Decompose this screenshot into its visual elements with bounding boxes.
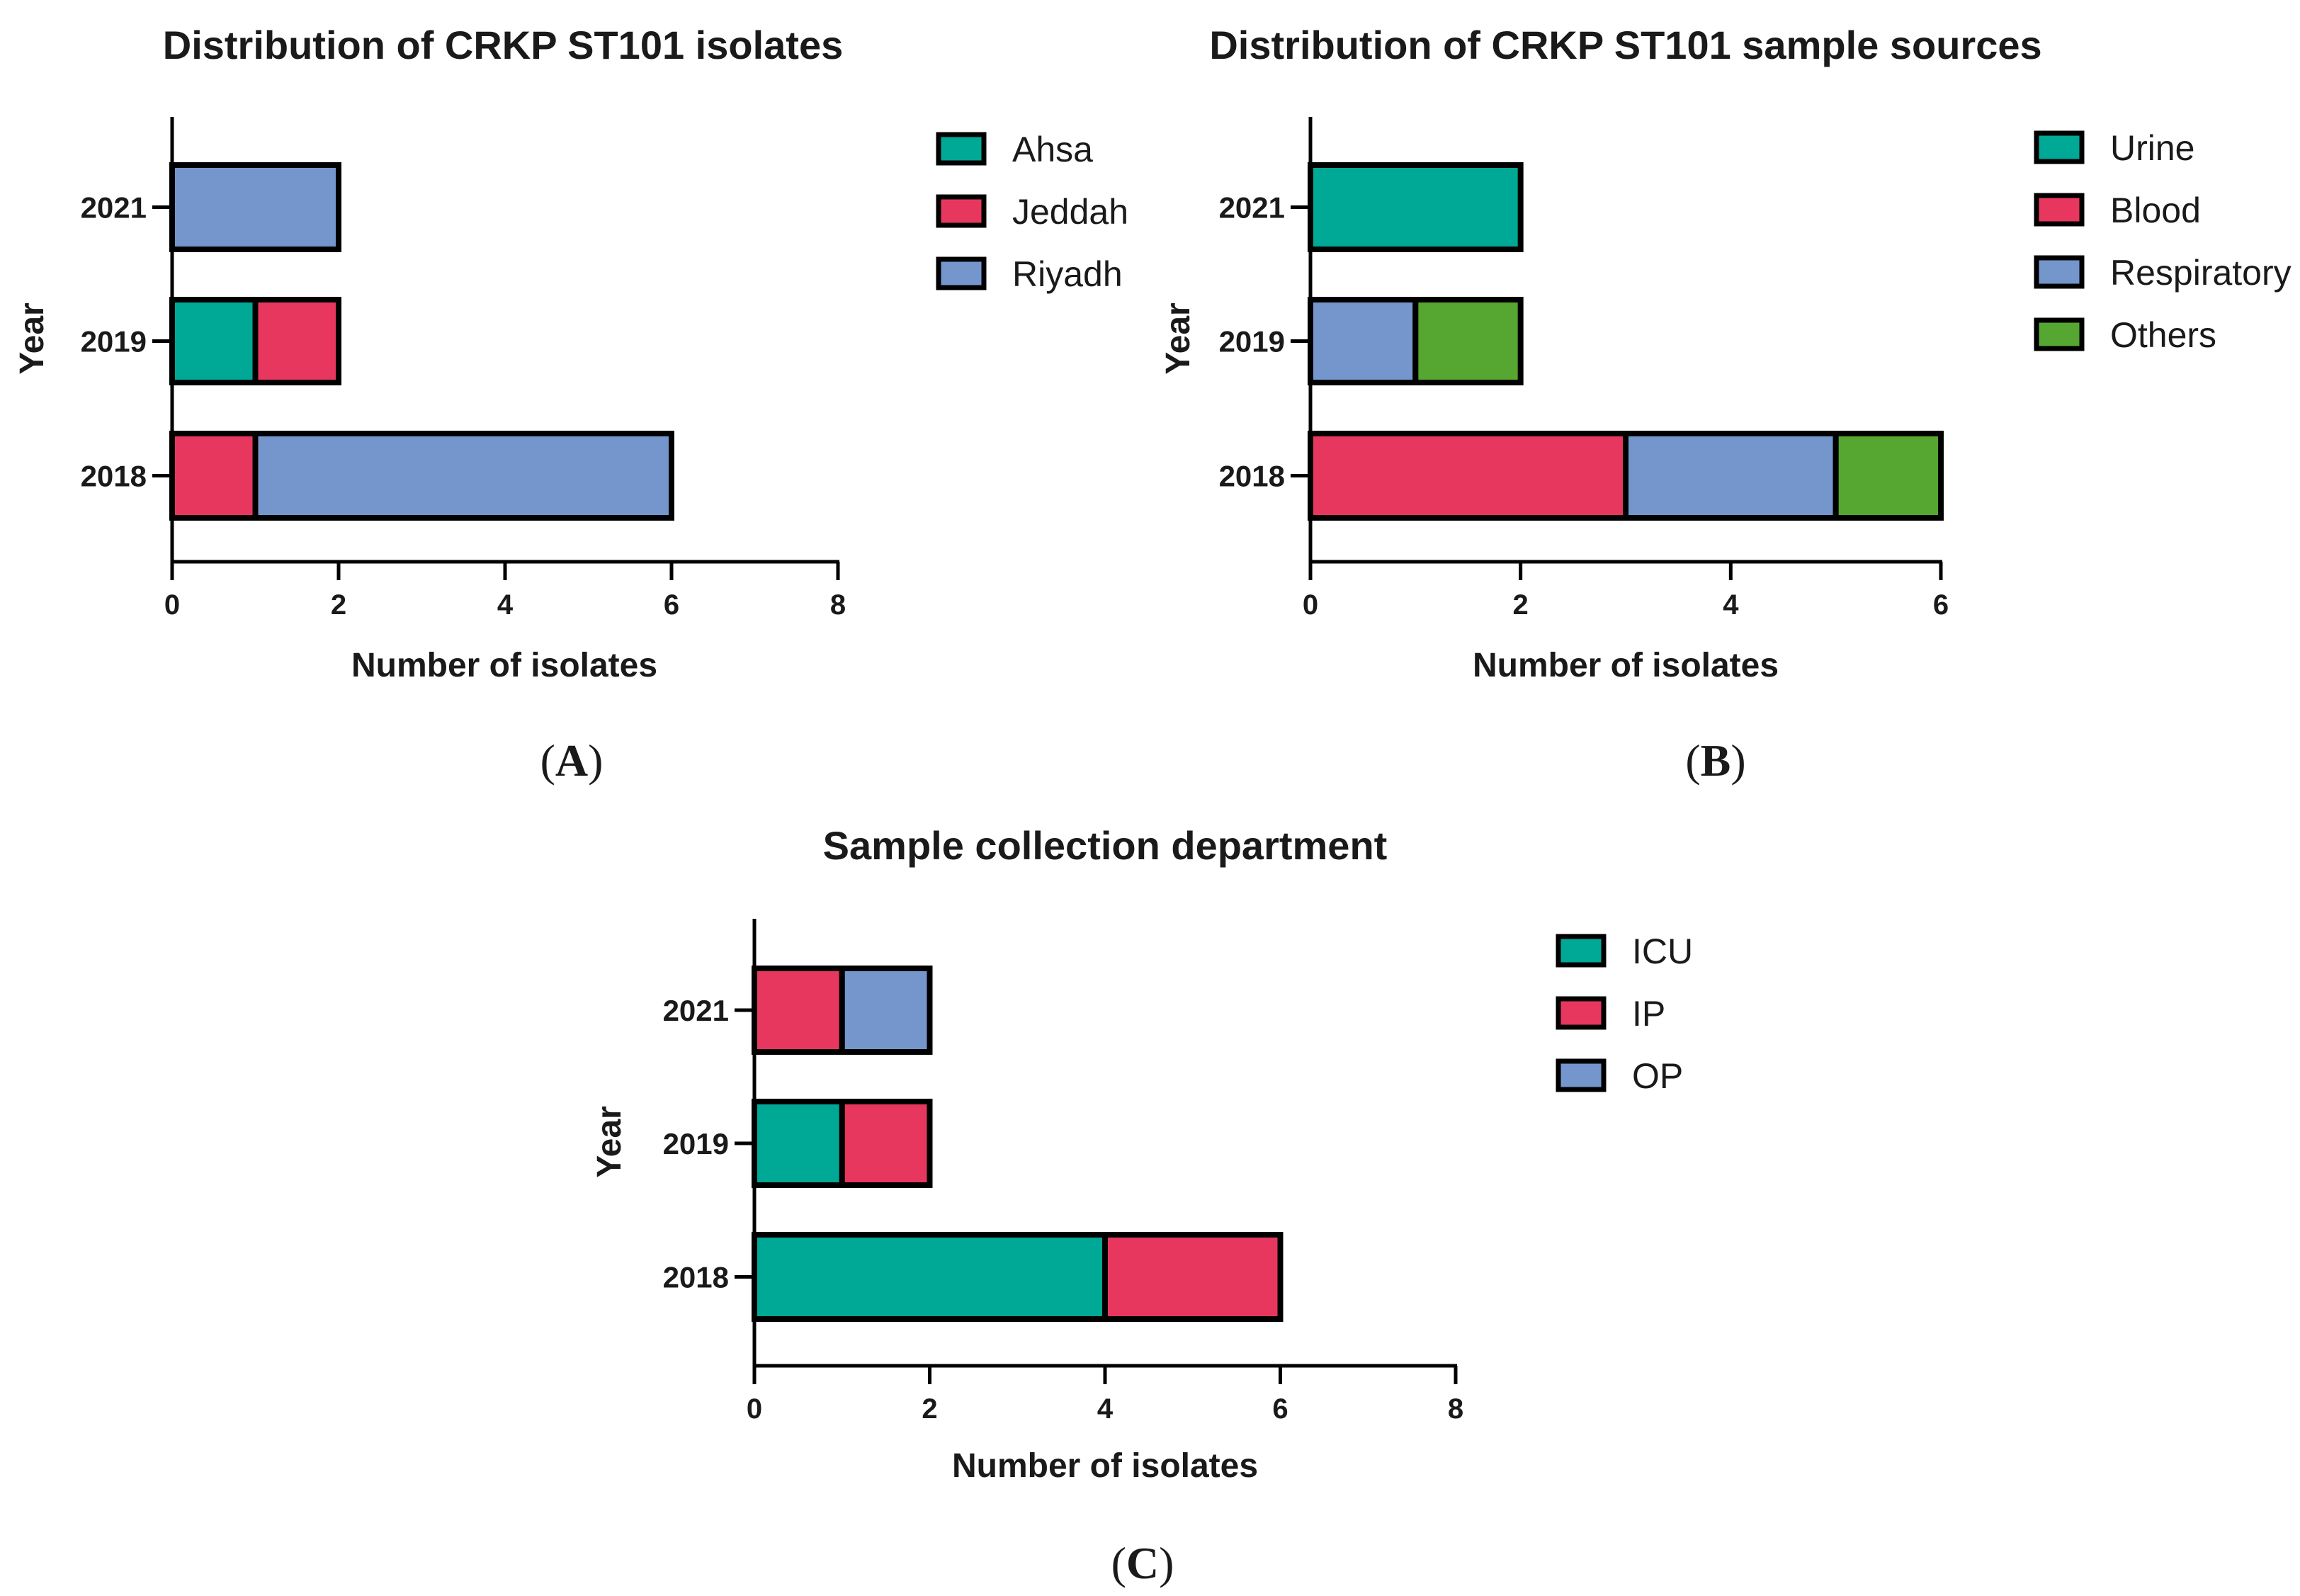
panel-label-close-paren: ): [1159, 1538, 1174, 1588]
x-tick-label: 6: [664, 589, 679, 621]
legend-label-ahsa: Ahsa: [1012, 130, 1093, 169]
legend-swatch-others: [2034, 317, 2085, 351]
bar-2018-blood: [1308, 431, 1628, 521]
chart-panel-b: Distribution of CRKP ST101 sample source…: [1160, 23, 2291, 786]
x-tick-label: 6: [1272, 1393, 1288, 1425]
panel-label: (B): [1685, 735, 1745, 786]
panel-label-open-paren: (: [1685, 735, 1700, 786]
panel-label: (C): [1111, 1538, 1174, 1588]
legend-label-ip: IP: [1632, 994, 1665, 1034]
x-tick-label: 4: [497, 589, 514, 621]
y-axis-label: Year: [591, 1106, 628, 1177]
panel-label-open-paren: (: [540, 735, 555, 786]
panel-label-open-paren: (: [1111, 1538, 1126, 1588]
bar-2021-riyadh: [169, 162, 341, 252]
bar-2019-ahsa: [169, 297, 259, 385]
x-tick-label: 2: [331, 589, 346, 621]
legend: Urine Blood Respiratory Others: [2034, 128, 2291, 355]
bar-2018-ip: [1102, 1232, 1284, 1322]
x-axis-label: Number of isolates: [952, 1447, 1258, 1485]
bar-2019-jeddah: [252, 297, 341, 385]
legend-label-urine: Urine: [2110, 128, 2194, 168]
bar-2018-respiratory: [1623, 431, 1839, 521]
x-axis-label: Number of isolates: [351, 647, 657, 684]
panel-label: (A): [540, 735, 604, 786]
bar-2018-jeddah: [169, 431, 259, 521]
bar-2021-ip: [752, 966, 845, 1055]
legend: ICU IP OP: [1556, 932, 1693, 1096]
legend-swatch-urine: [2034, 130, 2085, 164]
chart-title: Distribution of CRKP ST101 isolates: [163, 23, 843, 67]
bar-2018-others: [1832, 431, 1944, 521]
legend-swatch-respiratory: [2034, 255, 2085, 289]
legend-label-icu: ICU: [1632, 932, 1693, 971]
x-tick-label: 4: [1097, 1393, 1114, 1425]
y-tick-label: 2021: [81, 191, 147, 225]
bar-2018-icu: [752, 1232, 1108, 1322]
panel-label-letter: B: [1701, 735, 1731, 786]
x-tick-label: 0: [164, 589, 180, 621]
chart-panel-c: Sample collection department 2021 2019 2018…: [591, 823, 1693, 1588]
panel-label-letter: A: [555, 735, 588, 786]
panel-label-letter: C: [1126, 1538, 1159, 1588]
y-axis-label: Year: [1160, 302, 1197, 374]
y-tick-label: 2021: [663, 994, 729, 1027]
legend-label-others: Others: [2110, 315, 2216, 355]
legend-swatch-icu: [1556, 934, 1607, 968]
chart-panel-a: Distribution of CRKP ST101 isolates 2021 2…: [13, 23, 1128, 786]
chart-title: Sample collection department: [823, 823, 1388, 868]
x-tick-label: 6: [1933, 589, 1949, 621]
panel-label-close-paren: ): [1730, 735, 1745, 786]
legend-swatch-riyadh: [936, 256, 987, 290]
legend-label-respiratory: Respiratory: [2110, 253, 2291, 293]
bar-2019-respiratory: [1308, 297, 1419, 385]
x-tick-label: 0: [747, 1393, 762, 1425]
x-axis-label: Number of isolates: [1473, 647, 1779, 684]
bar-2018-riyadh: [252, 431, 674, 521]
bar-2021-op: [839, 966, 933, 1055]
y-tick-label: 2018: [663, 1261, 729, 1294]
legend-swatch-ip: [1556, 996, 1607, 1030]
y-tick-label: 2019: [663, 1127, 729, 1160]
bar-2019-others: [1412, 297, 1524, 385]
legend-label-jeddah: Jeddah: [1012, 192, 1128, 232]
panel-label-close-paren: ): [588, 735, 603, 786]
y-tick-label: 2018: [81, 460, 147, 493]
x-tick-label: 4: [1723, 589, 1739, 621]
legend-label-riyadh: Riyadh: [1012, 254, 1123, 294]
legend-swatch-ahsa: [936, 132, 987, 166]
legend: Ahsa Jeddah Riyadh: [936, 130, 1128, 294]
x-tick-label: 2: [922, 1393, 937, 1425]
x-tick-label: 8: [1448, 1393, 1463, 1425]
y-tick-label: 2018: [1219, 460, 1285, 493]
y-tick-label: 2019: [81, 325, 147, 358]
legend-label-blood: Blood: [2110, 191, 2201, 230]
x-tick-label: 2: [1513, 589, 1529, 621]
chart-title: Distribution of CRKP ST101 sample source…: [1209, 23, 2041, 67]
x-tick-label: 8: [830, 589, 846, 621]
legend-swatch-op: [1556, 1058, 1607, 1092]
y-tick-label: 2019: [1219, 325, 1285, 358]
legend-label-op: OP: [1632, 1056, 1683, 1096]
y-axis-label: Year: [13, 302, 51, 374]
legend-swatch-jeddah: [936, 194, 987, 228]
bar-2019-icu: [752, 1099, 845, 1188]
y-tick-label: 2021: [1219, 191, 1285, 225]
bar-2019-ip: [839, 1099, 933, 1188]
x-tick-label: 0: [1303, 589, 1318, 621]
bar-2021-urine: [1308, 162, 1524, 252]
legend-swatch-blood: [2034, 193, 2085, 227]
